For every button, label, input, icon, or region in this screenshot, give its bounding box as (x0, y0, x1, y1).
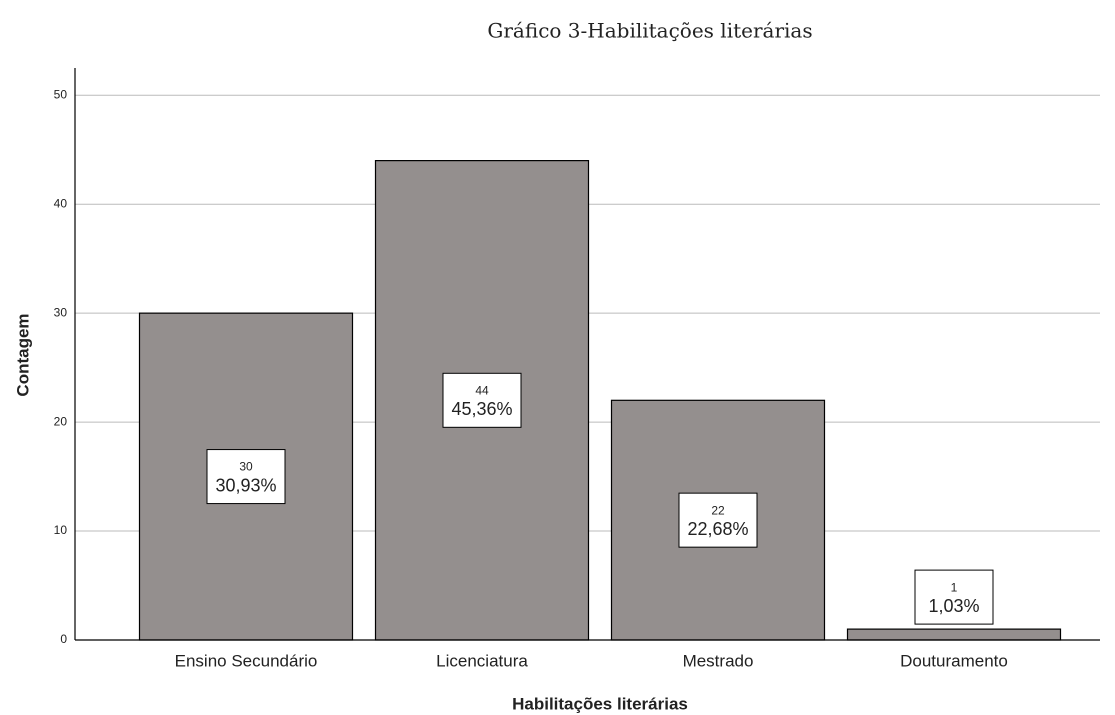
count-label: 44 (475, 383, 489, 397)
x-axis-title: Habilitações literárias (512, 694, 688, 713)
data-label-box (206, 449, 286, 505)
x-tick-label: Douturamento (900, 651, 1008, 670)
data-label-box (442, 372, 522, 428)
count-label: 1 (951, 580, 958, 594)
y-tick-label: 30 (54, 305, 68, 319)
count-label: 22 (711, 503, 725, 517)
bar (846, 628, 1062, 641)
x-tick-label: Mestrado (683, 651, 754, 670)
percent-label: 22,68% (687, 519, 748, 539)
x-tick-label: Ensino Secundário (175, 651, 318, 670)
percent-label: 45,36% (451, 399, 512, 419)
data-label-box (678, 492, 758, 548)
y-tick-label: 0 (60, 632, 67, 646)
percent-label: 1,03% (928, 596, 979, 616)
y-tick-label: 50 (54, 87, 68, 101)
count-label: 30 (239, 460, 253, 474)
percent-label: 30,93% (215, 475, 276, 495)
chart-title: Gráfico 3-Habilitações literárias (487, 19, 812, 43)
y-tick-label: 40 (54, 196, 68, 210)
y-axis-title: Contagem (13, 313, 32, 396)
y-tick-label: 10 (54, 523, 68, 537)
x-tick-label: Licenciatura (436, 651, 528, 670)
y-tick-label: 20 (54, 414, 68, 428)
data-label-box (914, 569, 994, 625)
